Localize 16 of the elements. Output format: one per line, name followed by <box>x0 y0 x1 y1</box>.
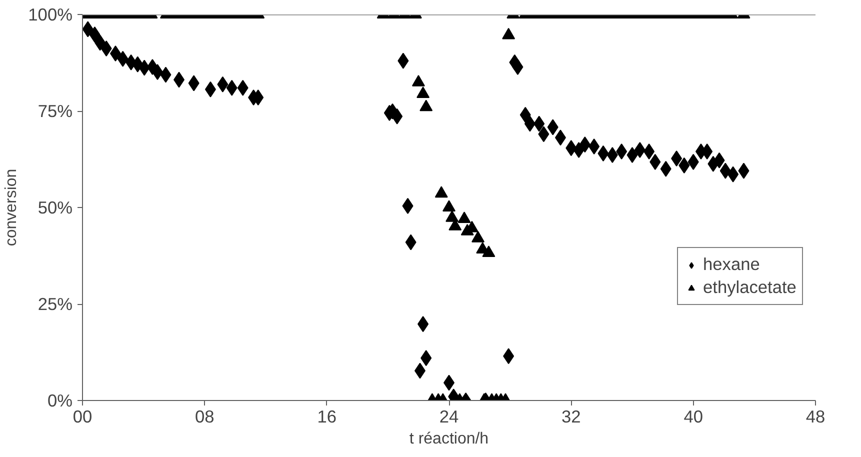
x-tick-label: 24 <box>439 406 459 426</box>
y-tick-label: 75% <box>38 101 73 121</box>
x-tick-label: 08 <box>195 406 214 426</box>
y-tick-label: 50% <box>38 198 73 218</box>
x-tick-label: 16 <box>317 406 336 426</box>
x-tick-label: 32 <box>562 406 581 426</box>
x-tick-label: 40 <box>684 406 703 426</box>
x-tick-label: 00 <box>72 406 92 426</box>
legend-label: ethylacetate <box>703 277 796 298</box>
x-tick-label: 48 <box>806 406 826 426</box>
y-tick-label: 25% <box>38 294 73 314</box>
legend-label: hexane <box>703 254 760 275</box>
x-axis-title: t réaction/h <box>409 430 489 448</box>
y-tick-label: 0% <box>47 390 72 410</box>
y-axis-title: conversion <box>3 168 20 246</box>
y-tick-label: 100% <box>28 4 73 24</box>
